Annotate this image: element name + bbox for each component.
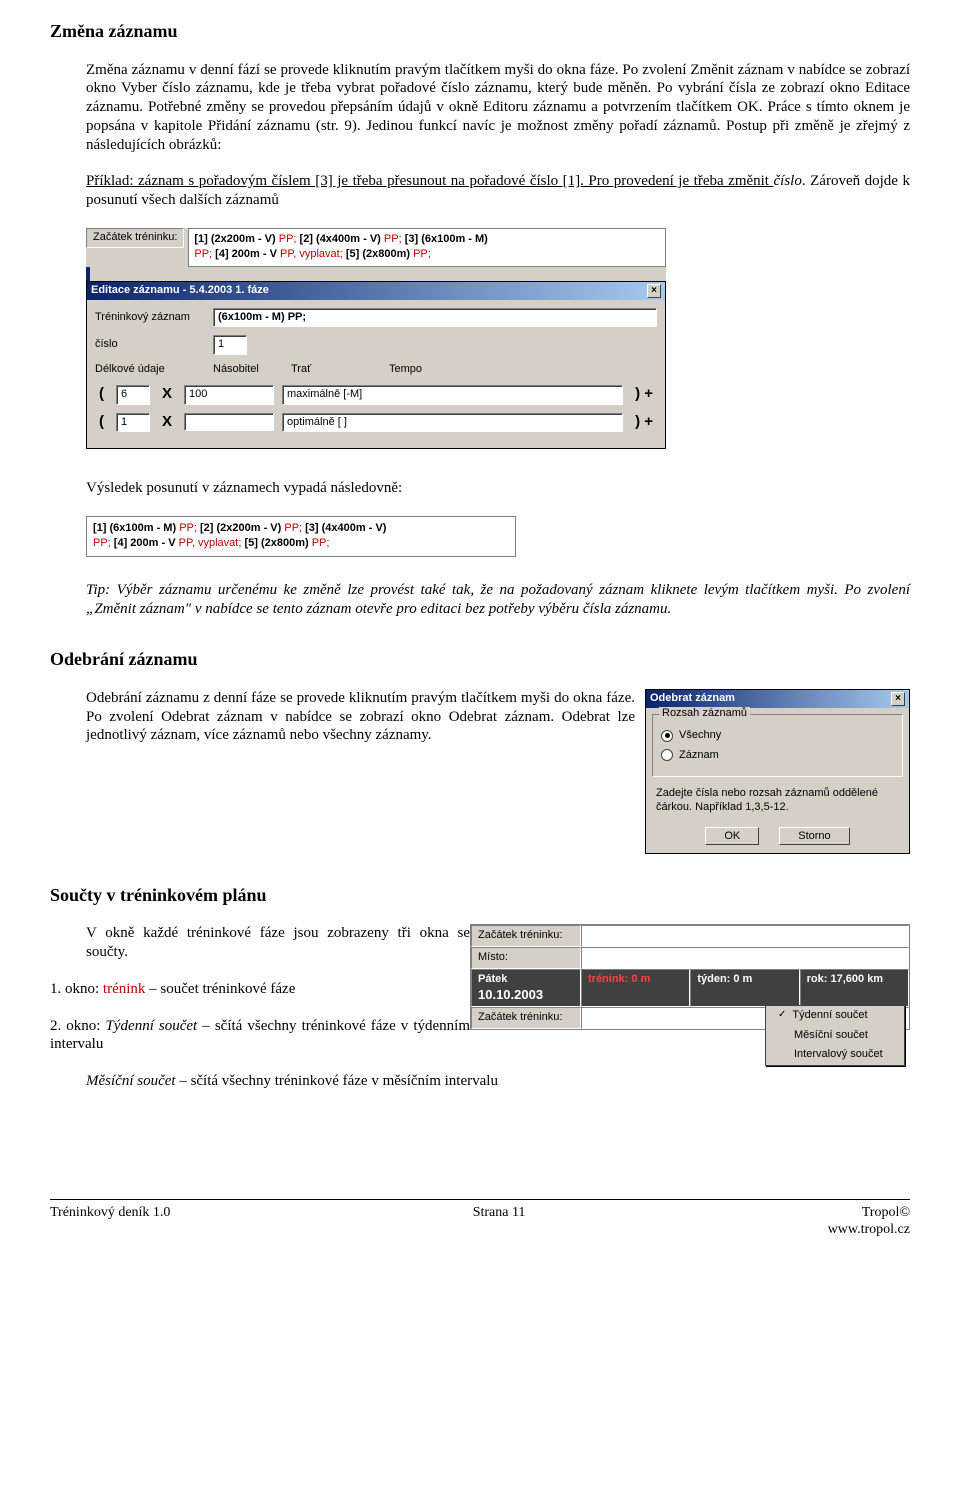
menu-item-interval[interactable]: Intervalový součet: [766, 1045, 904, 1065]
remove-dialog-title: Odebrat záznam: [650, 692, 735, 706]
example-text: Příklad: záznam s pořadovým číslem [3] j…: [86, 172, 910, 210]
label-lengths: Délkové údaje: [95, 363, 205, 377]
sum-row1-label: Začátek tréninku:: [471, 925, 581, 947]
field-trat-2[interactable]: [184, 413, 274, 431]
example-a: Příklad: záznam s pořadovým číslem [3] j…: [86, 173, 774, 189]
field-number[interactable]: 1: [213, 335, 247, 355]
footer-right1: Tropol©: [862, 1205, 910, 1220]
sums-p3: Měsíční součet – sčítá všechny tréninkov…: [86, 1072, 910, 1091]
sum-col-week: týden: 0 m: [690, 969, 799, 1007]
result-caption: Výsledek posunutí v záznamech vypadá nás…: [86, 479, 910, 498]
page-footer: Tréninkový deník 1.0 Strana 11 Tropol© w…: [50, 1199, 910, 1239]
editor-window: Editace záznamu - 5.4.2003 1. fáze × Tré…: [86, 281, 666, 450]
sum-day: Pátek: [478, 973, 574, 987]
heading-sums: Součty v tréninkovém plánu: [50, 884, 910, 907]
check-icon: ✓: [778, 1009, 786, 1022]
menu-item-month[interactable]: Měsíční součet: [766, 1026, 904, 1046]
cancel-button[interactable]: Storno: [779, 827, 849, 845]
editor-title-text: Editace záznamu - 5.4.2003 1. fáze: [91, 284, 269, 298]
sum-col-training: trénink: 0 m: [581, 969, 690, 1007]
menu-item-week[interactable]: ✓Týdenní součet: [766, 1006, 904, 1026]
radio-one[interactable]: Záznam: [661, 749, 894, 763]
field-nasobitel-2[interactable]: 1: [116, 413, 150, 433]
radio-dot-icon: [661, 730, 673, 742]
sum-panel: Začátek tréninku: Místo: Pátek 10.10.200…: [470, 924, 910, 1029]
dialog-hint: Zadejte čísla nebo rozsah záznamů odděle…: [646, 783, 909, 821]
field-trat-1[interactable]: 100: [184, 385, 274, 405]
sum-col-year: rok: 17,600 km: [800, 969, 909, 1007]
label-number: číslo: [95, 338, 205, 352]
context-menu: ✓Týdenní součet Měsíční součet Intervalo…: [765, 1005, 905, 1066]
col-nasobitel: Násobitel: [213, 363, 283, 377]
radio-dot-icon: [661, 749, 673, 761]
sum-bottom-label: Začátek tréninku:: [471, 1007, 581, 1029]
close-icon[interactable]: ×: [647, 284, 661, 298]
field-tempo-2[interactable]: optimálně [ ]: [282, 413, 623, 433]
strip1-label: Začátek tréninku:: [86, 228, 184, 248]
heading-change-record: Změna záznamu: [50, 20, 910, 43]
sum-row1-field[interactable]: [581, 925, 909, 947]
sum-row2-field[interactable]: [581, 947, 909, 969]
remove-dialog-titlebar: Odebrat záznam ×: [646, 690, 909, 708]
radio-all[interactable]: Všechny: [661, 729, 894, 743]
field-tempo-1[interactable]: maximálně [-M]: [282, 385, 623, 405]
field-nasobitel-1[interactable]: 6: [116, 385, 150, 405]
heading-remove-record: Odebrání záznamu: [50, 648, 910, 671]
footer-center: Strana 11: [473, 1204, 526, 1239]
footer-left: Tréninkový deník 1.0: [50, 1204, 170, 1239]
strip1-content: [1] (2x200m - V) PP; [2] (4x400m - V) PP…: [188, 228, 666, 267]
remove-dialog: Odebrat záznam × Rozsah záznamů Všechny …: [645, 689, 910, 854]
training-start-strip: Začátek tréninku: [1] (2x200m - V) PP; […: [86, 228, 666, 267]
close-icon[interactable]: ×: [891, 692, 905, 706]
sum-row2-label: Místo:: [471, 947, 581, 969]
example-italic: číslo: [774, 173, 802, 189]
col-tempo: Tempo: [389, 363, 657, 377]
tip-text: Tip: Výběr záznamu určenému ke změně lze…: [86, 581, 910, 619]
strip2-content: [1] (6x100m - M) PP; [2] (2x200m - V) PP…: [86, 516, 516, 557]
label-record: Tréninkový záznam: [95, 311, 205, 325]
field-record[interactable]: (6x100m - M) PP;: [213, 308, 657, 328]
groupbox-label: Rozsah záznamů: [659, 707, 750, 721]
ok-button[interactable]: OK: [705, 827, 759, 845]
editor-titlebar: Editace záznamu - 5.4.2003 1. fáze ×: [87, 282, 665, 300]
footer-right2: www.tropol.cz: [828, 1222, 910, 1237]
sum-date: 10.10.2003: [478, 987, 574, 1003]
para-change-record: Změna záznamu v denní fází se provede kl…: [86, 61, 910, 155]
col-trat: Trať: [291, 363, 381, 377]
